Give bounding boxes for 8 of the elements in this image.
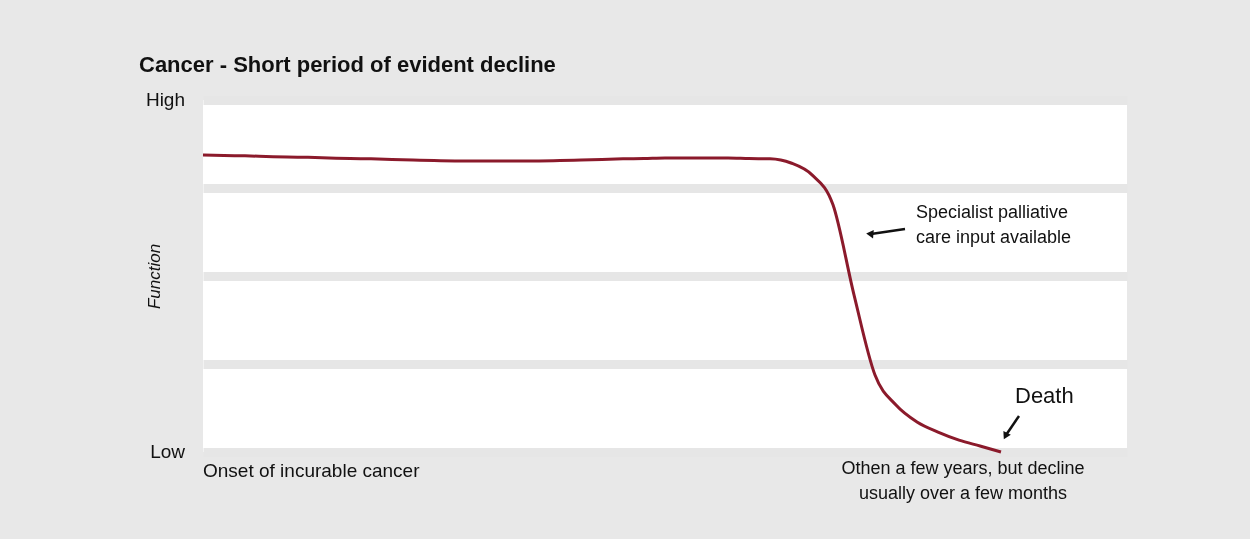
text: Onset of incurable cancer (203, 460, 421, 481)
annotation: Death (1015, 383, 1074, 408)
text: High (145, 89, 185, 110)
y-axis-title: Function (144, 243, 164, 310)
text: Low (150, 441, 186, 462)
text: Othen a few years, but decline usually over a few months (841, 458, 1085, 503)
chart-title: Cancer - Short period of evident decline (139, 52, 556, 77)
annotation: Specialist palliative care input available (916, 202, 1072, 247)
